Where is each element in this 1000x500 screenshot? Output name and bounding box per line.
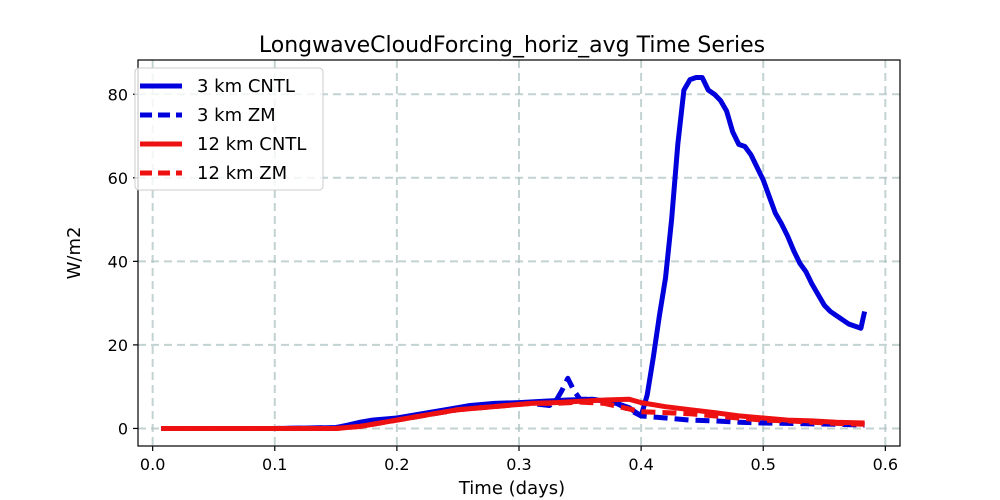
legend-label: 3 km CNTL <box>197 76 295 97</box>
y-tick-label: 80 <box>108 85 128 104</box>
legend-label: 12 km CNTL <box>197 134 306 155</box>
x-axis-label: Time (days) <box>458 478 565 499</box>
legend-box <box>134 67 324 191</box>
x-tick-label: 0.6 <box>873 455 898 474</box>
legend-entries: 3 km CNTL 3 km ZM 12 km CNTL 12 km ZM <box>140 76 306 184</box>
series-line-3-km-zm <box>161 375 865 431</box>
series-line-12-km-zm <box>161 399 865 431</box>
x-tick-label: 0.4 <box>628 455 653 474</box>
grid-layer <box>138 60 900 446</box>
x-tick-label: 0.0 <box>140 455 165 474</box>
legend-label: 12 km ZM <box>197 163 287 184</box>
x-tick-label: 0.3 <box>506 455 531 474</box>
chart-title: LongwaveCloudForcing_horiz_avg Time Seri… <box>259 33 765 58</box>
tick-layer: 0.0 0.1 0.2 0.3 0.4 0.5 0.6 0 20 40 60 80 <box>108 85 898 474</box>
y-tick-label: 0 <box>118 419 128 438</box>
series-layer <box>161 75 868 431</box>
legend: 3 km CNTL 3 km ZM 12 km CNTL 12 km ZM <box>134 67 324 191</box>
x-tick-label: 0.1 <box>262 455 287 474</box>
x-tick-label: 0.5 <box>751 455 776 474</box>
y-tick-label: 20 <box>108 336 128 355</box>
y-tick-label: 60 <box>108 169 128 188</box>
y-axis-label: W/m2 <box>64 227 85 280</box>
x-tick-label: 0.2 <box>384 455 409 474</box>
y-tick-label: 40 <box>108 252 128 271</box>
legend-label: 3 km ZM <box>197 105 276 126</box>
